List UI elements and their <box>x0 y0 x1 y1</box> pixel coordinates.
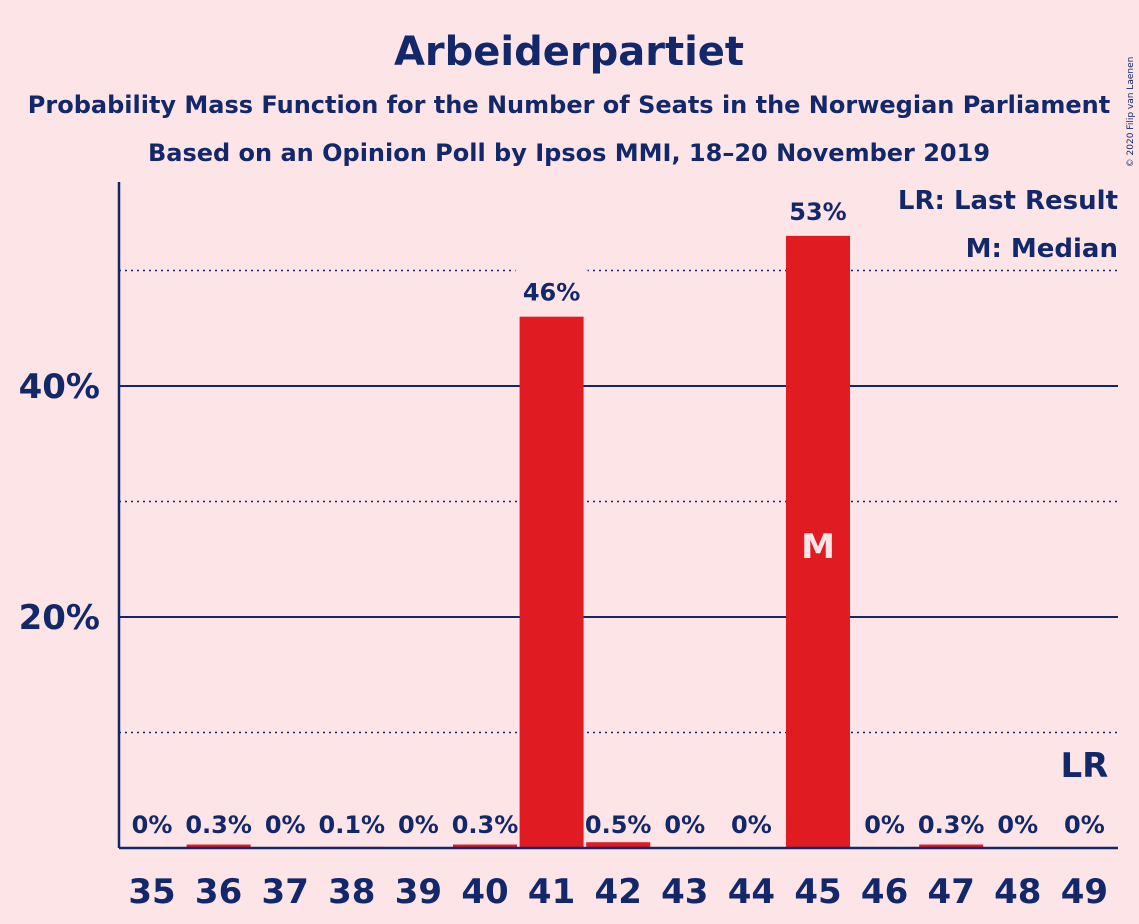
data-label: 0% <box>265 811 306 839</box>
x-tick-label: 38 <box>328 872 375 912</box>
bar <box>453 844 517 848</box>
x-tick-label: 37 <box>262 872 309 912</box>
data-label: 0% <box>864 811 905 839</box>
gridlines: 20% 40% <box>19 269 1118 734</box>
data-label: 0% <box>398 811 439 839</box>
y-tick-label: 40% <box>19 367 100 407</box>
legend: LR: Last Result M: Median <box>898 186 1118 264</box>
bar <box>919 844 984 848</box>
data-label: 0.3% <box>918 811 985 839</box>
x-tick-label: 36 <box>195 872 242 912</box>
x-tick-label: 35 <box>128 872 175 912</box>
bars <box>186 235 984 849</box>
legend-last-result: LR: Last Result <box>898 186 1118 216</box>
x-tick-label: 47 <box>928 872 975 912</box>
chart-subtitle-1: Probability Mass Function for the Number… <box>28 91 1110 119</box>
data-label: 0.5% <box>585 811 652 839</box>
data-labels: 0% 35 0.3% 36 0% 37 0.1% 38 0% 39 0.3% 40 46% 41 0.5% 4… <box>128 183 1108 912</box>
data-label: 46% <box>523 279 580 307</box>
data-label-background <box>515 264 588 315</box>
data-label: 0% <box>664 811 705 839</box>
legend-median: M: Median <box>966 234 1118 264</box>
data-label: 0% <box>1064 811 1105 839</box>
x-tick-label: 41 <box>528 872 575 912</box>
data-label: 0% <box>731 811 772 839</box>
x-tick-label: 49 <box>1061 872 1108 912</box>
data-label: 53% <box>789 198 846 226</box>
median-marker: M <box>801 527 835 567</box>
copyright-note: © 2020 Filip van Laenen <box>1126 57 1136 168</box>
x-tick-label: 46 <box>861 872 908 912</box>
axes <box>117 182 1118 850</box>
data-label: 0% <box>132 811 173 839</box>
data-label: 0.3% <box>452 811 519 839</box>
x-tick-label: 48 <box>994 872 1041 912</box>
x-tick-label: 45 <box>794 872 841 912</box>
x-tick-label: 43 <box>661 872 708 912</box>
chart-subtitle-2: Based on an Opinion Poll by Ipsos MMI, 1… <box>148 139 990 167</box>
data-label: 0% <box>997 811 1038 839</box>
data-label-background <box>782 183 854 234</box>
bar <box>519 316 584 848</box>
x-tick-label: 44 <box>728 872 775 912</box>
data-label: 0.1% <box>319 811 386 839</box>
x-tick-label: 42 <box>595 872 642 912</box>
x-tick-label: 39 <box>395 872 442 912</box>
bar <box>186 844 251 848</box>
bar <box>586 842 651 848</box>
y-tick-label: 20% <box>19 598 100 638</box>
data-label: 0.3% <box>185 811 252 839</box>
last-result-marker: LR <box>1060 746 1108 786</box>
bar <box>786 235 850 849</box>
chart-title: Arbeiderpartiet <box>394 29 744 75</box>
x-tick-label: 40 <box>461 872 508 912</box>
